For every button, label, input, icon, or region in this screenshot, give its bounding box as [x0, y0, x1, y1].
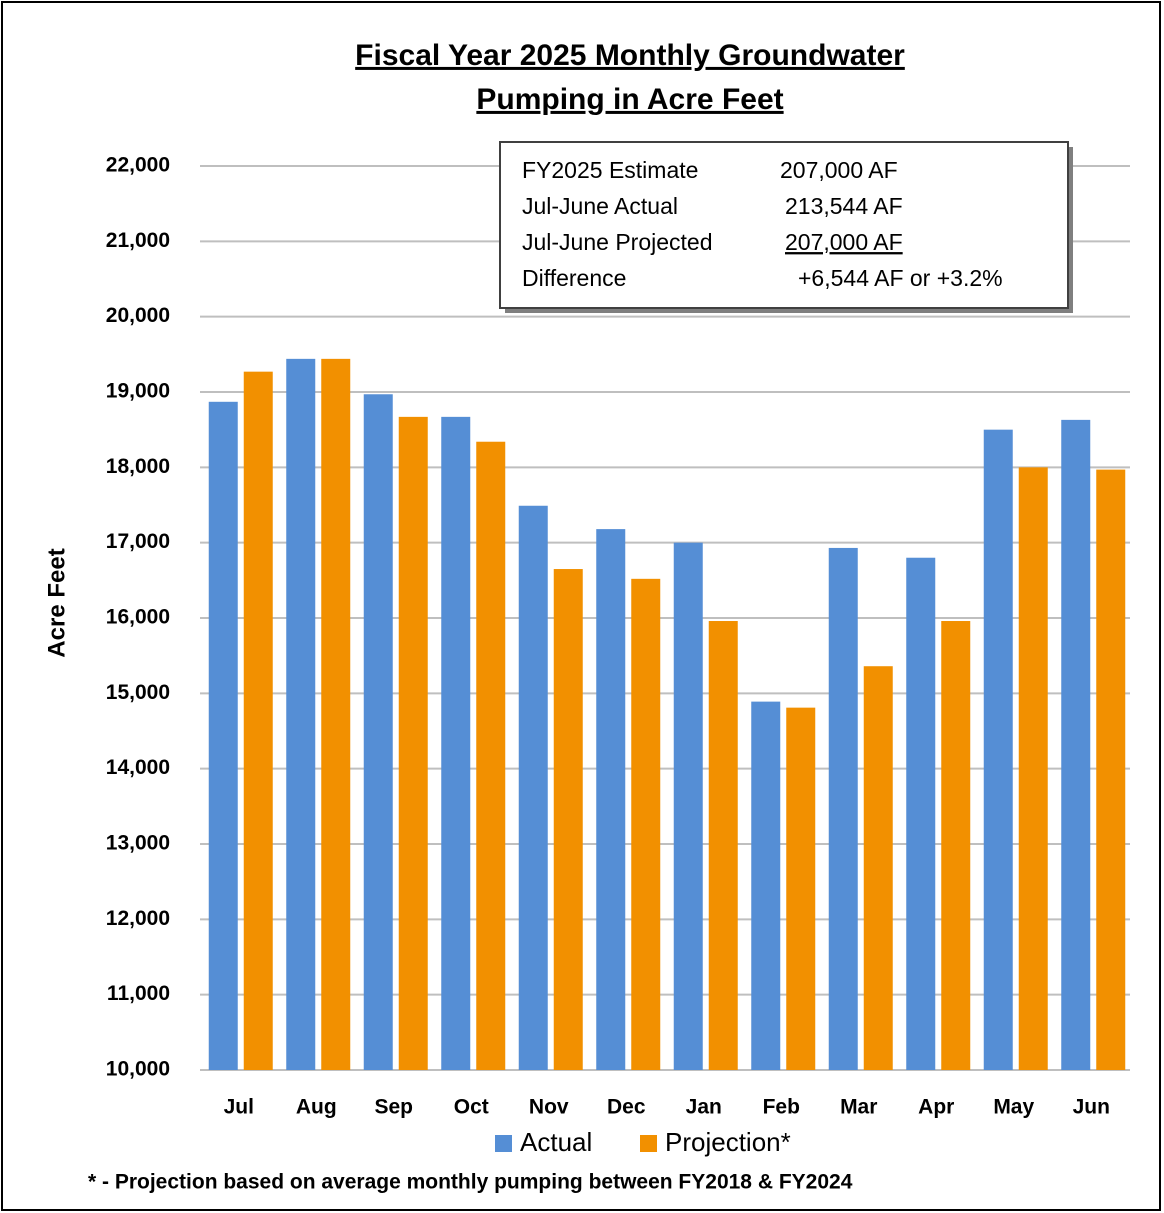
info-value: 207,000 AF	[780, 157, 898, 183]
bar	[518, 505, 548, 1071]
y-tick-label: 16,000	[106, 606, 170, 629]
bar	[941, 621, 971, 1070]
bar	[398, 416, 428, 1070]
x-tick-label: Oct	[454, 1096, 489, 1119]
bar	[321, 358, 351, 1070]
y-tick-label: 12,000	[106, 907, 170, 930]
x-tick-label: Dec	[607, 1096, 646, 1119]
info-label: FY2025 Estimate	[522, 157, 698, 183]
x-tick-label: Jan	[686, 1096, 722, 1119]
info-value: +6,544 AF or +3.2%	[798, 265, 1003, 291]
info-value: 213,544 AF	[785, 193, 903, 219]
footnote: * - Projection based on average monthly …	[88, 1171, 853, 1194]
legend-label: Projection*	[665, 1127, 791, 1157]
legend-swatch	[640, 1135, 657, 1152]
y-tick-label: 18,000	[106, 455, 170, 478]
x-tick-label: Jun	[1073, 1096, 1110, 1119]
bar	[673, 542, 703, 1070]
bar	[1061, 419, 1091, 1071]
bar	[1096, 469, 1126, 1070]
bar	[786, 707, 816, 1070]
bar	[828, 547, 858, 1070]
bar	[553, 569, 583, 1070]
bar	[1018, 467, 1048, 1070]
chart-title: Pumping in Acre Feet	[476, 83, 783, 116]
x-tick-label: Aug	[296, 1096, 337, 1119]
x-tick-label: May	[993, 1096, 1034, 1119]
legend-label: Actual	[520, 1127, 592, 1157]
info-label: Jul-June Projected	[522, 229, 713, 255]
y-tick-label: 14,000	[106, 756, 170, 779]
y-tick-label: 19,000	[106, 380, 170, 403]
x-tick-label: Feb	[763, 1096, 800, 1119]
bar	[208, 401, 238, 1070]
y-tick-label: 13,000	[106, 832, 170, 855]
y-tick-label: 10,000	[106, 1058, 170, 1081]
bar	[476, 441, 506, 1071]
info-value: 207,000 AF	[785, 229, 903, 255]
y-tick-label: 17,000	[106, 530, 170, 553]
bar	[983, 429, 1013, 1071]
y-tick-label: 21,000	[106, 229, 170, 252]
bar	[596, 529, 626, 1070]
x-tick-label: Nov	[529, 1096, 569, 1119]
x-tick-label: Jul	[224, 1096, 254, 1119]
y-axis-label: Acre Feet	[43, 548, 70, 657]
info-label: Jul-June Actual	[522, 193, 678, 219]
info-box	[499, 141, 1069, 309]
bar	[243, 371, 273, 1070]
y-tick-label: 11,000	[107, 982, 170, 1005]
bar	[708, 621, 738, 1070]
y-tick-label: 15,000	[106, 681, 170, 704]
info-label: Difference	[522, 265, 626, 291]
chart-title: Fiscal Year 2025 Monthly Groundwater	[355, 39, 905, 72]
bar	[863, 666, 893, 1070]
bar	[363, 394, 393, 1070]
bar	[441, 416, 471, 1070]
bar	[751, 701, 781, 1070]
x-tick-label: Sep	[374, 1096, 413, 1119]
y-tick-label: 20,000	[106, 304, 170, 327]
bar	[906, 557, 936, 1070]
bar	[631, 578, 661, 1070]
legend-swatch	[495, 1135, 512, 1152]
bar	[286, 358, 316, 1070]
x-tick-label: Mar	[840, 1096, 877, 1119]
y-tick-label: 22,000	[106, 154, 170, 177]
x-tick-label: Apr	[918, 1096, 954, 1119]
